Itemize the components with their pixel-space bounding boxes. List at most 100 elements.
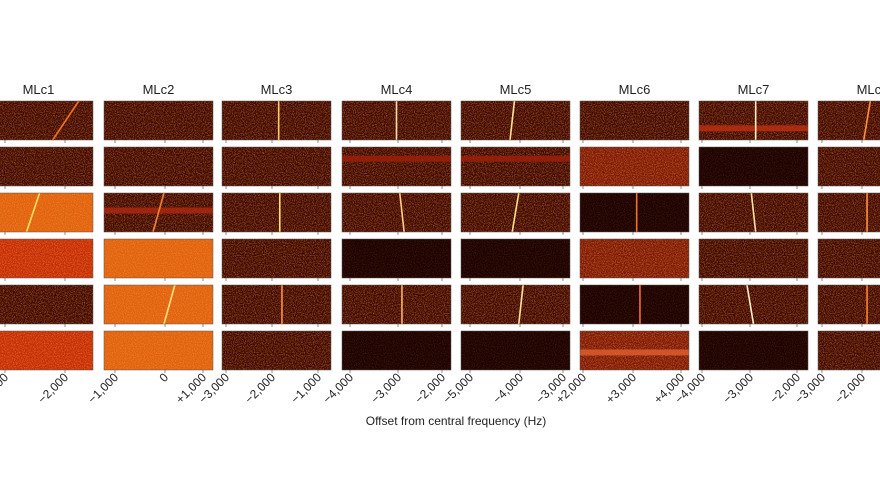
panel-noise [0,101,93,140]
panel [579,330,690,373]
panel-frame [221,330,332,371]
panel-frame [579,192,690,233]
panel [221,330,332,373]
panel-frame [0,100,94,141]
panel-frame [221,238,332,279]
panel [698,330,809,373]
panel-frame [460,238,571,279]
panel [0,100,94,143]
panel-noise [0,193,93,232]
panel-frame [221,192,332,233]
panel-frame [341,146,452,187]
panel-noise [699,239,808,278]
panel-noise [0,147,93,186]
panel [579,238,690,281]
panel-noise [699,285,808,324]
panel-title: MLc7 [738,82,770,97]
panel-frame [0,284,94,325]
panel-noise [818,239,880,278]
x-tick-label: −4,000 [490,370,526,406]
panel-noise [699,331,808,370]
panel [817,146,880,189]
x-axis-label: Offset from central frequency (Hz) [366,414,547,428]
panel-title: MLc5 [500,82,532,97]
panel-frame [103,284,214,325]
panel [579,284,690,327]
panel [698,284,809,327]
panel [221,238,332,281]
band [699,125,808,132]
panel [0,330,94,373]
panel-noise [461,147,570,186]
panel-frame [579,284,690,325]
x-tick-label: −2,000 [242,370,278,406]
panel [0,192,94,235]
panel-noise [461,285,570,324]
panel-noise [818,193,880,232]
panel-frame [341,192,452,233]
panel [817,284,880,327]
panel-noise [461,239,570,278]
signal-streak [750,192,757,233]
x-tick-label: 0 [156,370,171,385]
panel-noise [222,331,331,370]
panel-frame [0,330,94,371]
x-tick-label: −3,000 [720,370,756,406]
panel-noise [0,239,93,278]
panel-frame [579,100,690,141]
panel-frame [0,238,94,279]
panel [341,284,452,327]
panel [460,284,571,327]
panel-frame [579,146,690,187]
panel-frame [341,284,452,325]
panel-noise [580,147,689,186]
panel-frame [0,146,94,187]
panel-noise [104,147,213,186]
panel [0,146,94,189]
panel-noise [104,331,213,370]
panel-noise [818,147,880,186]
panel-frame [341,330,452,371]
panel [103,192,214,235]
panel-noise [222,193,331,232]
panel-noise [699,147,808,186]
panel-frame [698,146,809,187]
panel [341,330,452,373]
x-tick-label: +3,000 [603,370,639,406]
panel-frame [817,100,880,141]
signal-streak [52,100,80,141]
panel-title: MLc4 [381,82,413,97]
x-tick-label: −1,000 [85,370,121,406]
panel-noise [818,101,880,140]
panel [103,284,214,327]
panel [460,238,571,281]
x-tick-label: −2,000 [832,370,868,406]
panel [698,146,809,189]
panel-noise [342,285,451,324]
panel [460,192,571,235]
panel-noise [342,147,451,186]
panel-frame [817,192,880,233]
signal-streak [862,100,872,141]
panel [579,100,690,143]
x-tick-label: −2,000 [35,370,71,406]
band [461,155,570,162]
panel-noise [818,285,880,324]
panel-title: MLc1 [23,82,55,97]
panel-frame [698,192,809,233]
signal-streak [517,284,524,325]
panel [579,146,690,189]
panel-frame [698,238,809,279]
panel-frame [579,238,690,279]
panel-frame [698,100,809,141]
panel [103,146,214,189]
band [580,349,689,356]
panel [221,100,332,143]
panel [460,146,571,189]
panel-noise [104,285,213,324]
panel [221,192,332,235]
panel [103,330,214,373]
panel-frame [698,284,809,325]
panel-frame [460,100,571,141]
